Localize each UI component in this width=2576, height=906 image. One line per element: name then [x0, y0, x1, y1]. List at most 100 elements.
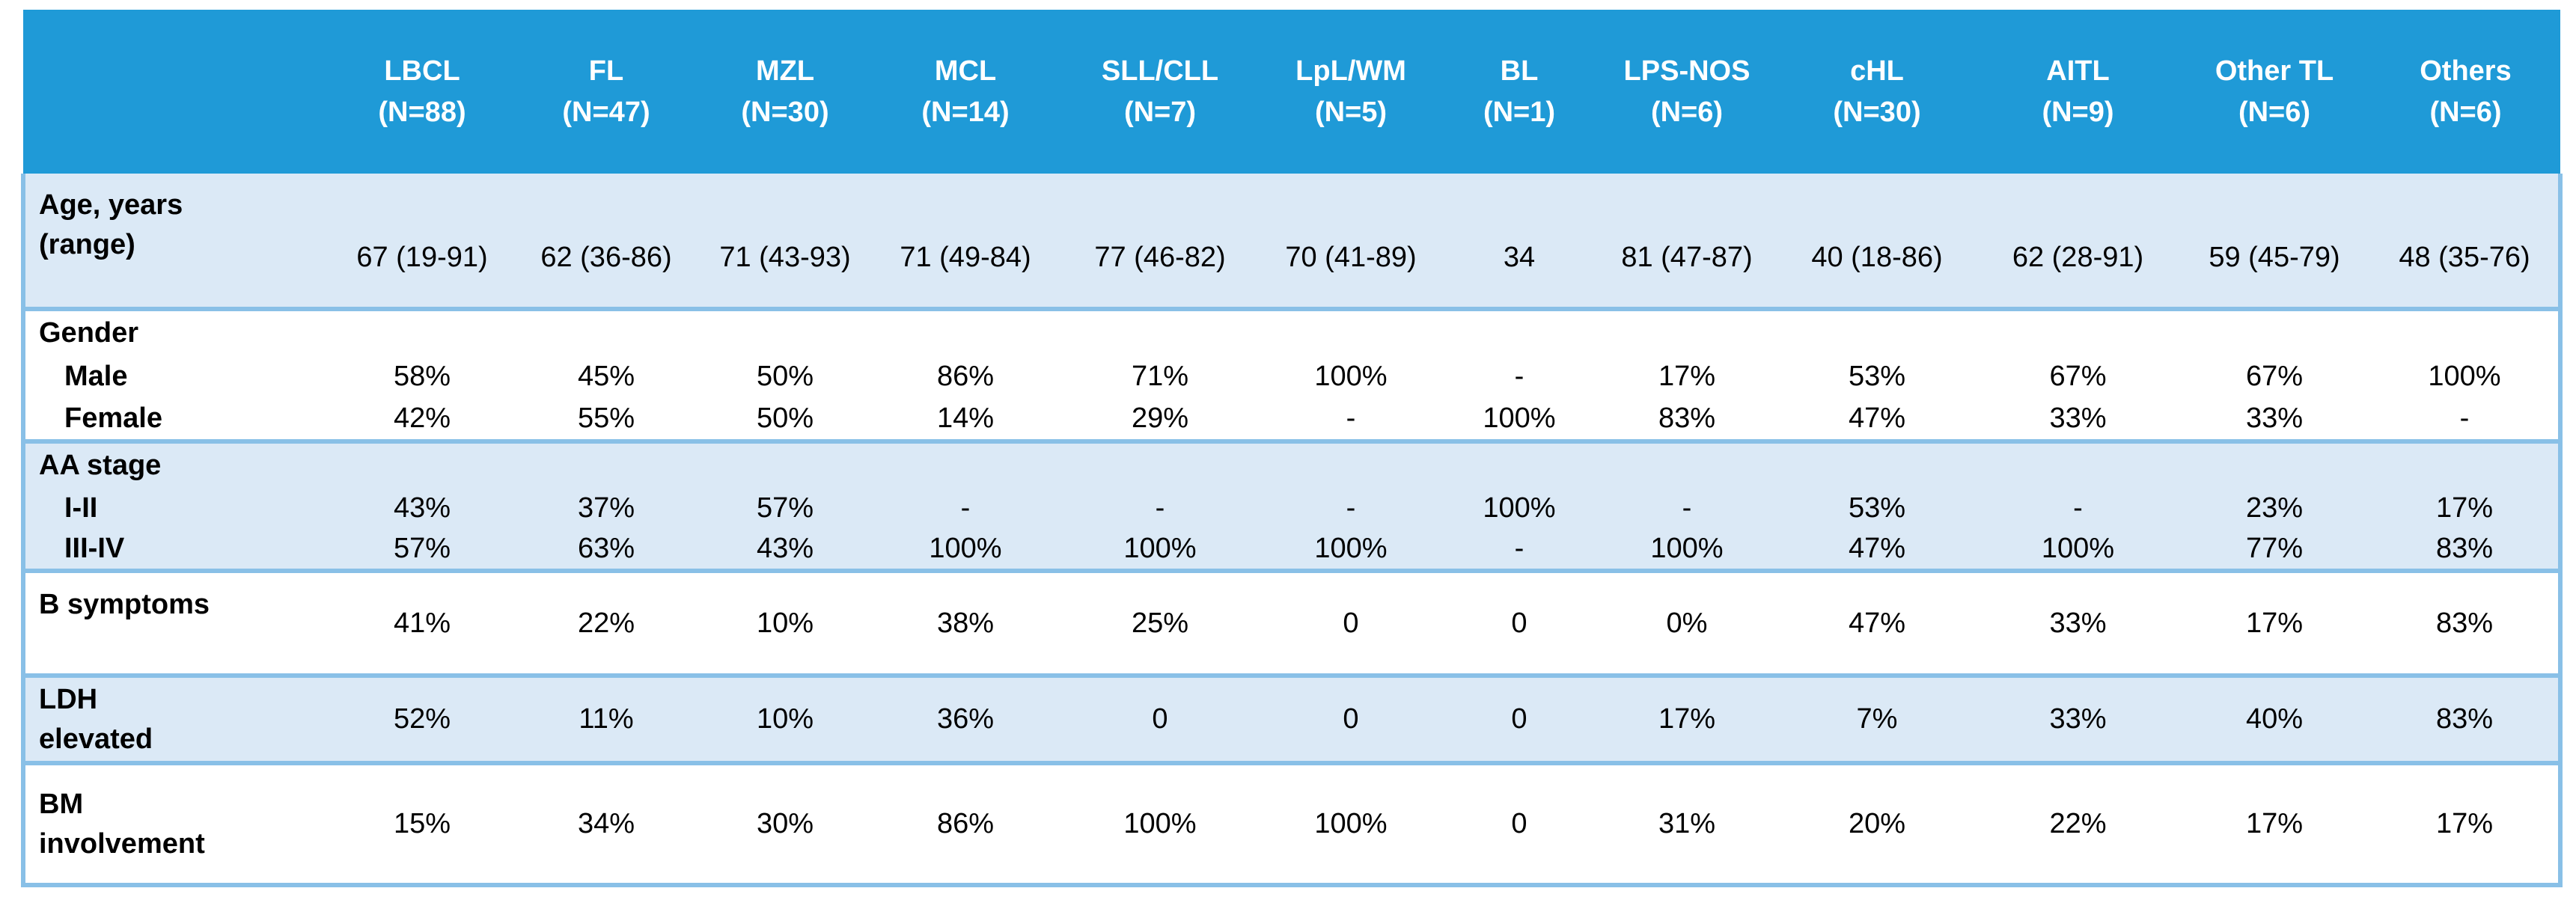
value-cell: 22% — [577, 607, 635, 639]
value-cell: 31% — [1598, 763, 1776, 887]
value-cell: 33% — [2049, 703, 2107, 735]
value-cell: 57% — [756, 492, 814, 524]
column-header-aitl: AITL (N=9) — [1978, 10, 2178, 174]
value-cell: 77 (46-82) — [1094, 241, 1226, 273]
value-cell: 15% — [330, 763, 514, 887]
value-cell: 83% — [2371, 676, 2563, 763]
value-cell: 34% — [514, 763, 698, 887]
value-cell: 47% — [1848, 403, 1906, 434]
column-header-lps-nos: LPS-NOS (N=6) — [1598, 10, 1776, 174]
value-cell: 37% — [577, 492, 635, 524]
value-cell: 40 (18-86) — [1811, 241, 1943, 273]
value-cell: 100% — [1123, 533, 1197, 564]
value-cell: 14% — [936, 403, 995, 434]
table-row: I-II 43% 37% 57% - - - 100% - 53% - 23% … — [21, 488, 2563, 529]
value-cell: 33% — [2049, 403, 2107, 434]
value-cell: 17% — [2178, 763, 2371, 887]
value-cell: 100% — [2041, 533, 2115, 564]
value-cell: 17% — [2245, 607, 2304, 639]
value-cell: 34 — [1503, 241, 1536, 273]
row-label-male: Male — [21, 355, 330, 398]
value-cell: 42% — [393, 403, 451, 434]
value-cell: 71% — [1131, 361, 1189, 392]
value-cell: 17% — [1658, 703, 1716, 735]
value-cell: 7% — [1856, 703, 1898, 735]
value-cell: 43% — [756, 533, 814, 564]
row-label-line: BM — [39, 788, 84, 820]
row-label-bm-involvement: BM involvement — [21, 763, 330, 887]
row-label-line: LDH — [39, 683, 98, 715]
row-label-stage-iii-iv: III-IV — [21, 529, 330, 571]
value-cell: 0 — [1343, 607, 1359, 639]
value-cell: 0 — [1511, 703, 1527, 735]
row-label-stage-i-ii: I-II — [21, 488, 330, 529]
value-cell: 0 — [1343, 703, 1359, 735]
value-cell: 50% — [756, 403, 814, 434]
column-name: LpL/WM — [1295, 55, 1406, 87]
value-cell: 100% — [1059, 763, 1261, 887]
patient-characteristics-table: LBCL (N=88) FL (N=47) MZL (N=30) MCL (N=… — [21, 10, 2563, 887]
column-n: (N=14) — [921, 96, 1010, 128]
value-cell: 38% — [936, 607, 995, 639]
column-name: SLL/CLL — [1101, 55, 1219, 87]
value-cell: 43% — [393, 492, 451, 524]
row-group-age: Age, years (range) 67 (19-91) 62 (36-86)… — [21, 174, 2563, 309]
column-header-others: Others (N=6) — [2371, 10, 2560, 174]
column-header-bl: BL (N=1) — [1441, 10, 1598, 174]
value-cell: 33% — [2245, 403, 2304, 434]
value-cell: 0 — [1511, 607, 1527, 639]
value-cell: 71 (49-84) — [900, 241, 1031, 273]
value-cell: 86% — [872, 763, 1059, 887]
column-n: (N=6) — [2238, 96, 2311, 128]
value-cell: 67% — [2245, 361, 2304, 392]
table-row: Gender — [21, 309, 2563, 355]
value-cell: 53% — [1848, 361, 1906, 392]
column-n: (N=9) — [2042, 96, 2114, 128]
row-label-line: (range) — [39, 229, 135, 260]
table-row: BM involvement 15% 34% 30% 86% 100% 100%… — [21, 763, 2563, 887]
value-cell: 52% — [393, 703, 451, 735]
row-label-ldh-elevated: LDH elevated — [21, 676, 330, 763]
column-n: (N=47) — [562, 96, 650, 128]
table-row: AA stage — [21, 441, 2563, 488]
value-cell: - — [1514, 533, 1524, 564]
value-cell: 20% — [1776, 763, 1978, 887]
value-cell: - — [960, 492, 971, 524]
value-cell: 0% — [1666, 607, 1708, 639]
table-row: Female 42% 55% 50% 14% 29% - 100% 83% 47… — [21, 398, 2563, 441]
column-name: FL — [588, 55, 624, 87]
column-n: (N=6) — [1650, 96, 1724, 128]
value-cell: 70 (41-89) — [1285, 241, 1417, 273]
value-cell: 100% — [1483, 403, 1556, 434]
value-cell: 55% — [577, 403, 635, 434]
value-cell: 53% — [1848, 492, 1906, 524]
value-cell: 83% — [2371, 571, 2563, 676]
row-group-aa-stage: AA stage I-II 43% 37% 57% - - - 100% - 5… — [21, 441, 2563, 571]
header-row: LBCL (N=88) FL (N=47) MZL (N=30) MCL (N=… — [23, 10, 2560, 174]
value-cell: - — [1346, 492, 1356, 524]
column-header-lbcl: LBCL (N=88) — [330, 10, 514, 174]
row-label-line: Age, years — [39, 189, 183, 221]
column-name: MCL — [934, 55, 997, 87]
row-group-b-symptoms: B symptoms 41% 22% 10% 38% 25% 0 0 0% 47… — [21, 571, 2563, 676]
value-cell: 62 (36-86) — [540, 241, 672, 273]
value-cell: 0 — [1152, 703, 1168, 735]
row-label-line: elevated — [39, 723, 153, 755]
column-header-other-tl: Other TL (N=6) — [2178, 10, 2371, 174]
value-cell: 11% — [579, 703, 634, 735]
value-cell: 83% — [1658, 403, 1716, 434]
table-row: III-IV 57% 63% 43% 100% 100% 100% - 100%… — [21, 529, 2563, 571]
value-cell: 67% — [2049, 361, 2107, 392]
table-row: LDH elevated 52% 11% 10% 36% 0 0 0 17% 7… — [21, 676, 2563, 763]
column-n: (N=30) — [1833, 96, 1921, 128]
column-header-mzl: MZL (N=30) — [698, 10, 872, 174]
value-cell: 71 (43-93) — [719, 241, 851, 273]
value-cell: 81 (47-87) — [1621, 241, 1753, 273]
column-name: LBCL — [384, 55, 460, 87]
column-header-lpl-wm: LpL/WM (N=5) — [1261, 10, 1441, 174]
column-name: LPS-NOS — [1623, 55, 1751, 87]
row-label-b-symptoms: B symptoms — [21, 571, 330, 676]
row-group-ldh: LDH elevated 52% 11% 10% 36% 0 0 0 17% 7… — [21, 676, 2563, 763]
row-label-line: involvement — [39, 827, 205, 860]
